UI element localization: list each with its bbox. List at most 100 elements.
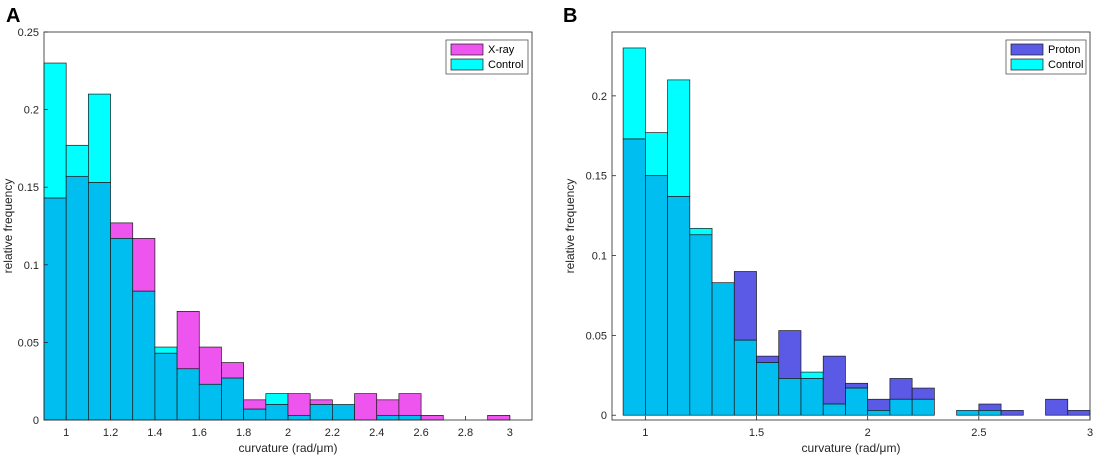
panel-b-bar-proton-16 (978, 403, 1002, 411)
panel-a-bar-control-2 (88, 93, 111, 183)
panel-a-x-tick-label: 1 (63, 427, 69, 439)
panel-b-x-tick-label: 2 (865, 427, 871, 439)
panel-a-bar-xray-7 (198, 346, 222, 385)
panel-a-bar-overlap-2 (88, 182, 111, 421)
panel-a-bar-overlap-1 (65, 175, 89, 421)
panel-b-bar-overlap-16 (978, 410, 1002, 416)
panel-a-bar-control-5 (154, 346, 178, 354)
panel-a-legend: X-ray Control (445, 39, 529, 75)
panel-a-bar-overlap-0 (43, 197, 67, 421)
panel-a-bar-xray-14 (354, 393, 378, 421)
panel-a: A 1 1.2 1.4 1.6 1.8 2 2.2 2.4 2.6 2.8 3 0 0.05 0.1 0.… (1, 5, 533, 455)
panel-b-y-axis-label: relative frequency (563, 179, 577, 274)
panel-b-bar-overlap-9 (822, 403, 846, 416)
panel-b-axes-box (611, 31, 1091, 421)
panel-b-bar-control-2 (667, 79, 691, 197)
panel-b-bar-proton-6 (756, 355, 780, 363)
panel-b-y-tick-label: 0.2 (592, 91, 607, 103)
panel-a-x-tick-label: 2.6 (413, 427, 428, 439)
panel-a-bar-control-1 (65, 144, 89, 177)
panel-b-bar-proton-10 (845, 382, 869, 389)
panel-a-x-tick-label: 2.4 (369, 427, 384, 439)
panel-b-bar-overlap-3 (689, 234, 713, 416)
panel-b-bar-proton-13 (911, 387, 935, 400)
panel-a-y-axis-label: relative frequency (1, 179, 15, 274)
panel-a-bar-xray-11 (287, 393, 311, 416)
panel-a-bar-xray-12 (309, 399, 333, 405)
panel-a-bar-overlap-13 (332, 404, 355, 421)
panel-b-legend-swatch-proton (1010, 43, 1044, 56)
panel-a-bar-xray-8 (221, 362, 244, 379)
panel-b-label: B (563, 5, 577, 27)
panel-b-bar-control-0 (622, 47, 646, 140)
panel-a-y-tick-label: 0.05 (18, 337, 39, 349)
panel-a-bar-control-10 (265, 393, 289, 405)
panel-b-y-tick-label: 0.15 (586, 171, 607, 183)
panel-a-legend-label-xray: X-ray (488, 44, 515, 56)
panel-a-y-tick-label: 0.25 (18, 27, 39, 39)
panel-a-y-tick-label: 0 (33, 415, 39, 427)
panel-b-bar-proton-20 (1067, 410, 1091, 416)
panel-a-bar-xray-17 (420, 414, 444, 421)
panel-b-bar-overlap-4 (711, 282, 735, 416)
panel-a-bar-overlap-12 (309, 404, 333, 421)
panel-b-bar-overlap-1 (644, 175, 668, 416)
panel-a-bar-overlap-3 (110, 238, 134, 421)
panel-a-bar-xray-6 (176, 311, 200, 370)
panel-a-bar-xray-4 (132, 238, 156, 292)
panel-b-bar-control-8 (800, 371, 824, 379)
panel-a-legend-label-control: Control (488, 59, 523, 71)
panel-a-bar-overlap-15 (376, 414, 400, 421)
panel-a-bar-overlap-4 (132, 290, 156, 421)
panel-a-bar-xray-20 (487, 414, 511, 421)
panel-b-bar-overlap-10 (845, 387, 869, 416)
panel-a-bar-xray-15 (376, 399, 400, 416)
panel-b-y-ticks: 0 0.05 0.1 0.15 0.2 (586, 91, 616, 422)
panel-b-bar-proton-19 (1045, 398, 1069, 416)
panel-b-x-tick-label: 1 (642, 427, 648, 439)
panel-b-bar-overlap-5 (733, 339, 757, 416)
panel-b-y-tick-label: 0.1 (592, 251, 607, 263)
panel-a-legend-swatch-control (450, 58, 484, 71)
panel-b-bars (622, 47, 1091, 416)
panel-b-bar-overlap-0 (622, 138, 646, 416)
panel-b-bar-overlap-8 (800, 378, 824, 416)
panel-b-bar-control-1 (644, 132, 668, 177)
panel-b-bar-overlap-7 (778, 378, 802, 416)
panel-a-y-ticks: 0 0.05 0.1 0.15 0.2 0.25 (18, 27, 48, 427)
panel-b-legend-swatch-control (1010, 58, 1044, 71)
panel-b-bar-overlap-12 (889, 398, 913, 416)
panel-b-bar-proton-7 (778, 330, 802, 379)
panel-b-bar-overlap-11 (867, 410, 891, 416)
panel-b-y-tick-label: 0.05 (586, 330, 607, 342)
panel-b-bar-overlap-6 (756, 362, 780, 416)
panel-a-x-tick-label: 3 (507, 427, 513, 439)
panel-a-bar-overlap-10 (265, 404, 289, 421)
panel-a-legend-swatch-xray (450, 43, 484, 56)
panel-b-legend-label-proton: Proton (1048, 44, 1080, 56)
panel-b-bar-control-3 (689, 228, 713, 236)
panel-b-legend-label-control: Control (1048, 59, 1083, 71)
panel-a-x-tick-label: 1.6 (192, 427, 207, 439)
panel-b-x-tick-label: 3 (1087, 427, 1093, 439)
panel-b-y-tick-label: 0 (601, 410, 607, 422)
panel-a-y-tick-label: 0.15 (18, 182, 39, 194)
panel-b-bar-overlap-15 (956, 410, 980, 416)
panel-b-bar-proton-17 (1000, 410, 1024, 416)
panel-a-x-ticks: 1 1.2 1.4 1.6 1.8 2 2.2 2.4 2.6 2.8 3 (63, 416, 513, 439)
panel-a-x-tick-label: 1.8 (236, 427, 251, 439)
panel-a-label: A (6, 5, 20, 27)
panel-a-bar-control-0 (43, 62, 67, 199)
panel-a-bar-overlap-5 (154, 352, 178, 421)
panel-a-y-tick-label: 0.1 (24, 260, 39, 272)
panel-a-bar-xray-16 (398, 393, 422, 416)
panel-b-bar-proton-9 (822, 355, 846, 405)
panel-a-bar-overlap-6 (176, 368, 200, 421)
panel-a-x-tick-label: 2.2 (325, 427, 340, 439)
panel-a-bar-xray-3 (110, 222, 134, 239)
panel-a-x-tick-label: 2.8 (458, 427, 473, 439)
panel-a-bar-overlap-8 (221, 377, 244, 421)
panel-b: B 1 1.5 2 2.5 3 0 0.05 0.1 0.15 0.2 curvature (r… (563, 5, 1093, 455)
panel-a-bars (43, 62, 511, 421)
